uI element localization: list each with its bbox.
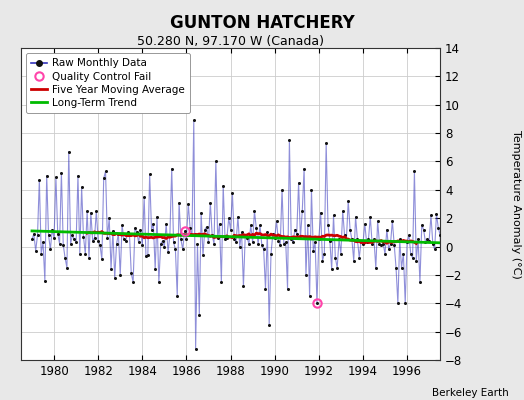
Title: 50.280 N, 97.170 W (Canada): 50.280 N, 97.170 W (Canada) (137, 35, 324, 48)
Text: Berkeley Earth: Berkeley Earth (432, 388, 508, 398)
Y-axis label: Temperature Anomaly (°C): Temperature Anomaly (°C) (511, 130, 521, 278)
Legend: Raw Monthly Data, Quality Control Fail, Five Year Moving Average, Long-Term Tren: Raw Monthly Data, Quality Control Fail, … (26, 53, 190, 113)
Text: GUNTON HATCHERY: GUNTON HATCHERY (170, 14, 354, 32)
